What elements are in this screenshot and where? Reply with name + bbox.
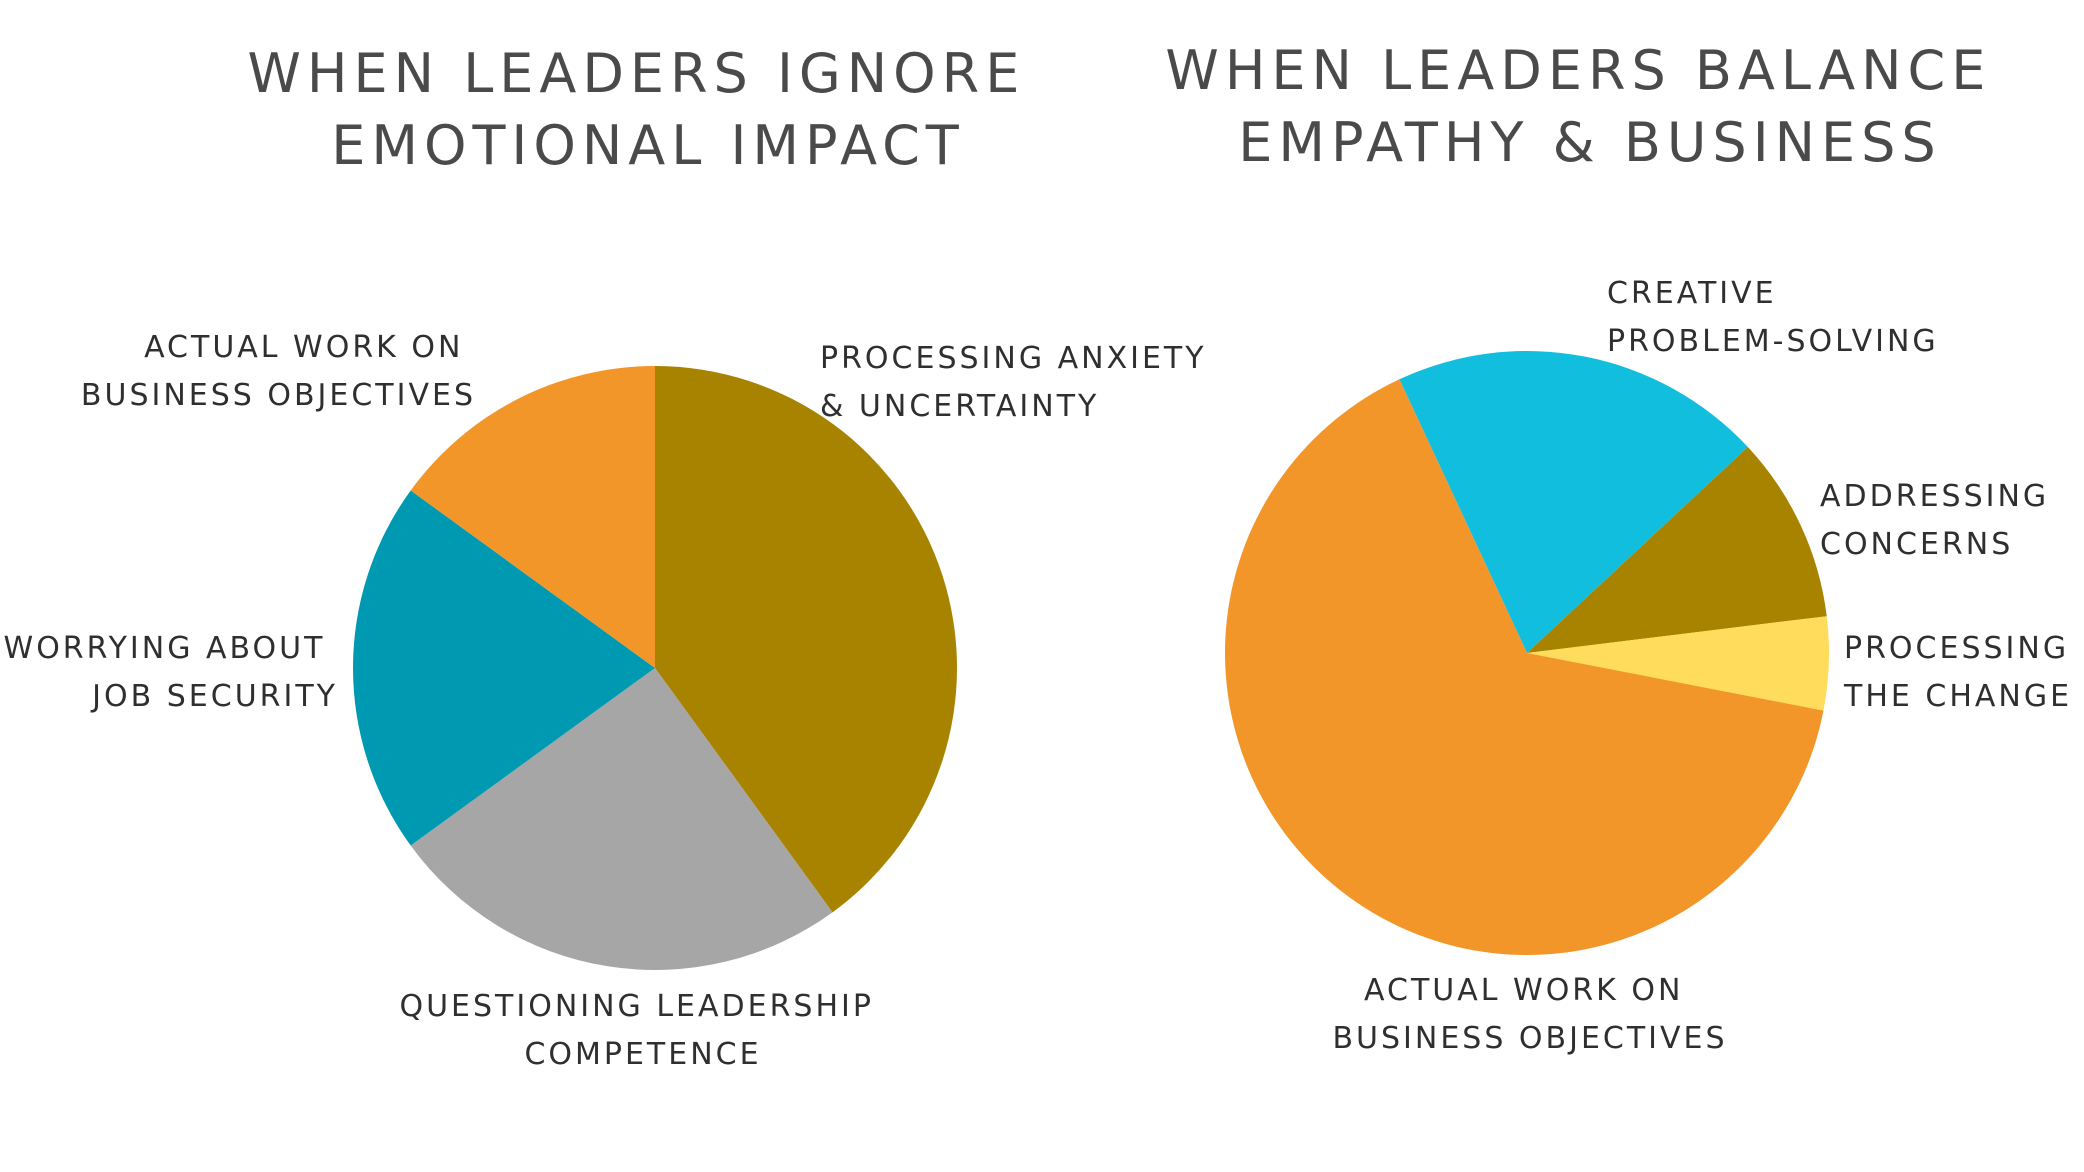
chart-title-balance-line-1: WHEN LEADERS BALANCE xyxy=(1165,39,1991,102)
chart-title-ignore-line-2: EMOTIONAL IMPACT xyxy=(331,114,965,177)
pie-slice-processing-the-change xyxy=(1527,616,1829,711)
pie-chart-balance: WHEN LEADERS BALANCE EMPATHY & BUSINESS … xyxy=(1165,39,2082,1056)
slice-label-addressing-concerns-line-2: CONCERNS xyxy=(1820,527,2013,562)
slice-label-processing-change-line-2: THE CHANGE xyxy=(1843,679,2072,714)
slice-label-addressing-concerns: ADDRESSING CONCERNS xyxy=(1820,479,2062,562)
pie-slice-actual-work-on-business-objectives xyxy=(1224,379,1824,956)
slice-label-processing-change-line-1: PROCESSING xyxy=(1844,631,2069,666)
slice-label-worrying-job-security: WORRYING ABOUT JOB SECURITY xyxy=(4,631,338,714)
slice-label-actual-work-balance: ACTUAL WORK ON BUSINESS OBJECTIVES xyxy=(1332,973,1727,1056)
slice-label-addressing-concerns-line-1: ADDRESSING xyxy=(1820,479,2049,514)
pie-slices-ignore xyxy=(353,366,957,970)
slice-label-questioning-leadership-line-1: QUESTIONING LEADERSHIP xyxy=(399,989,874,1024)
slice-label-creative-problem-solving: CREATIVE PROBLEM-SOLVING xyxy=(1607,276,1939,359)
pie-slice-actual-work-on-business-objectives xyxy=(410,366,655,668)
slice-label-creative-problem-solving-line-1: CREATIVE xyxy=(1607,276,1777,311)
slice-label-actual-work-balance-line-2: BUSINESS OBJECTIVES xyxy=(1332,1021,1727,1056)
slice-label-creative-problem-solving-line-2: PROBLEM-SOLVING xyxy=(1607,324,1939,359)
slice-label-questioning-leadership-line-2: COMPETENCE xyxy=(524,1037,761,1072)
pie-slices-balance xyxy=(1224,351,1829,956)
slice-label-actual-work-balance-line-1: ACTUAL WORK ON xyxy=(1364,973,1683,1008)
slice-label-questioning-leadership: QUESTIONING LEADERSHIP COMPETENCE xyxy=(399,989,886,1072)
pie-slice-questioning-leadership-competence xyxy=(410,668,833,970)
slice-label-actual-work-ignore-line-2: BUSINESS OBJECTIVES xyxy=(81,378,476,413)
slice-label-actual-work-ignore-line-1: ACTUAL WORK ON xyxy=(144,330,463,365)
slice-label-actual-work-ignore: ACTUAL WORK ON BUSINESS OBJECTIVES xyxy=(81,330,476,413)
chart-title-balance-line-2: EMPATHY & BUSINESS xyxy=(1238,111,1941,174)
slice-label-processing-anxiety: PROCESSING ANXIETY & UNCERTAINTY xyxy=(820,341,1219,424)
pie-slice-processing-anxiety-uncertainty xyxy=(655,366,957,913)
slice-label-worrying-job-security-line-2: JOB SECURITY xyxy=(90,679,338,714)
slice-label-processing-change: PROCESSING THE CHANGE xyxy=(1843,631,2082,714)
slice-label-processing-anxiety-line-1: PROCESSING ANXIETY xyxy=(820,341,1207,376)
pie-slice-addressing-concerns xyxy=(1527,447,1827,653)
slice-label-processing-anxiety-line-2: & UNCERTAINTY xyxy=(820,389,1099,424)
pie-chart-ignore: WHEN LEADERS IGNORE EMOTIONAL IMPACT PRO… xyxy=(4,42,1219,1072)
chart-title-ignore: WHEN LEADERS IGNORE EMOTIONAL IMPACT xyxy=(248,42,1049,177)
chart-title-balance: WHEN LEADERS BALANCE EMPATHY & BUSINESS xyxy=(1165,39,2014,174)
pie-slice-creative-problem-solving xyxy=(1399,351,1748,653)
slice-label-worrying-job-security-line-1: WORRYING ABOUT xyxy=(4,631,326,666)
chart-title-ignore-line-1: WHEN LEADERS IGNORE xyxy=(248,42,1026,105)
pie-slice-worrying-about-job-security xyxy=(353,490,655,846)
